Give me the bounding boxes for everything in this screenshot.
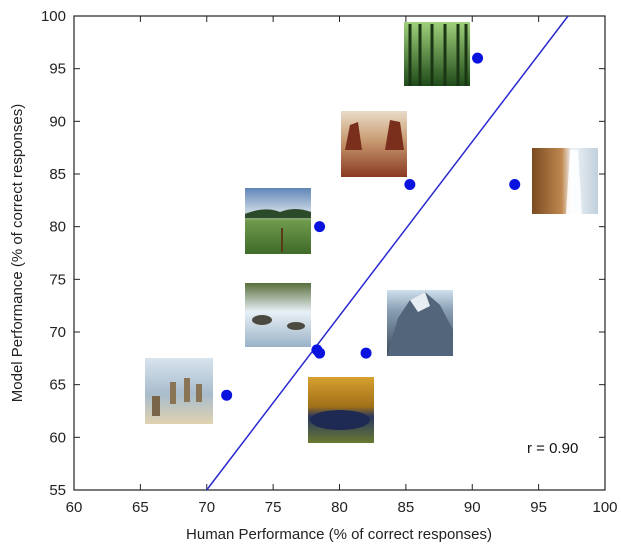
x-tick-label: 85 — [398, 499, 415, 516]
thumbnail-coast — [145, 358, 213, 424]
thumbnail-waterfall — [532, 148, 598, 214]
x-tick-label: 70 — [198, 499, 215, 516]
y-tick-label: 65 — [49, 377, 66, 394]
x-tick-label: 75 — [265, 499, 282, 516]
thumbnail-river — [245, 283, 311, 347]
y-tick-label: 95 — [49, 61, 66, 78]
y-tick-label: 80 — [49, 219, 66, 236]
y-axis: 55 60 65 70 75 80 85 90 95 100 — [41, 8, 605, 499]
regression-line — [206, 15, 569, 491]
data-point-coast — [221, 389, 233, 401]
correlation-annotation: r = 0.90 — [527, 440, 578, 457]
x-tick-label: 95 — [530, 499, 547, 516]
thumbnail-mountain — [387, 290, 453, 356]
x-tick-label: 60 — [66, 499, 83, 516]
y-tick-label: 100 — [41, 8, 66, 25]
x-axis-title: Human Performance (% of correct response… — [186, 526, 492, 543]
y-tick-label: 75 — [49, 271, 66, 288]
y-tick-label: 85 — [49, 166, 66, 183]
y-tick-label: 70 — [49, 324, 66, 341]
y-tick-label: 60 — [49, 429, 66, 446]
x-tick-label: 65 — [132, 499, 149, 516]
data-point-forest — [472, 52, 484, 64]
data-point-waterfall — [509, 179, 521, 191]
thumbnail-forest — [404, 22, 470, 86]
thumbnail-open-country — [245, 188, 311, 254]
x-tick-label: 100 — [592, 499, 617, 516]
thumbnail-lake — [308, 377, 374, 443]
x-tick-label: 80 — [331, 499, 348, 516]
data-point-mountain — [360, 347, 372, 359]
data-points — [221, 52, 521, 401]
data-point-open-country — [314, 221, 326, 233]
x-axis: 60 65 70 75 80 85 90 95 100 — [66, 16, 618, 516]
data-point-lake — [314, 347, 326, 359]
x-tick-label: 90 — [464, 499, 481, 516]
y-tick-label: 55 — [49, 482, 66, 499]
thumbnail-desert — [341, 111, 407, 177]
data-point-desert — [404, 179, 416, 191]
y-axis-title: Model Performance (% of correct response… — [9, 104, 26, 402]
y-tick-label: 90 — [49, 113, 66, 130]
